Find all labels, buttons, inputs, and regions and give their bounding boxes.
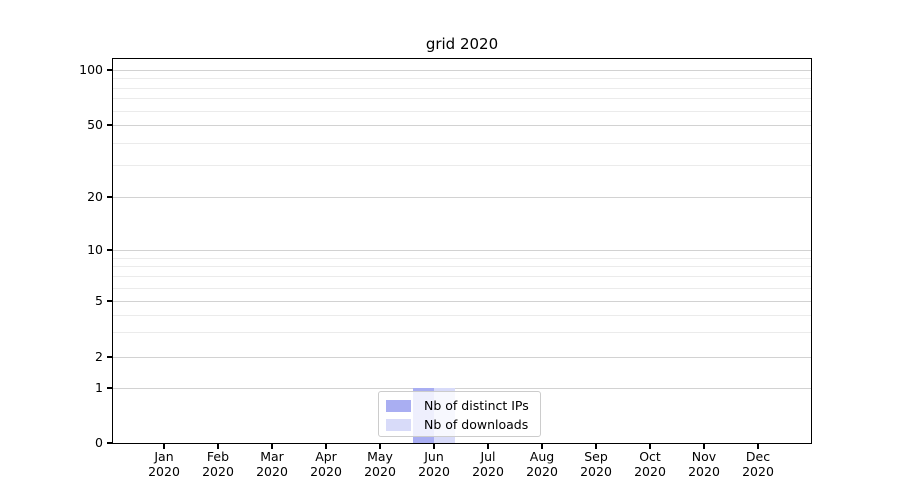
- x-tick-year: 2020: [148, 464, 180, 479]
- y-tick-label: 5: [95, 293, 103, 308]
- x-tick-year: 2020: [364, 464, 396, 479]
- legend-label-distinct-ips: Nb of distinct IPs: [424, 398, 529, 413]
- y-tick-mark: [107, 124, 113, 126]
- x-tick-mark: [487, 443, 489, 449]
- x-tick-month: Apr: [315, 449, 337, 464]
- y-major-gridline: [113, 357, 811, 358]
- y-tick-mark: [107, 387, 113, 389]
- y-tick-mark: [107, 300, 113, 302]
- y-tick-label: 20: [87, 189, 103, 204]
- y-tick-label: 10: [87, 242, 103, 257]
- y-minor-gridline: [113, 110, 811, 112]
- legend-swatch-distinct-ips: [386, 399, 411, 412]
- plot-area: [113, 59, 811, 443]
- x-tick-month: Dec: [745, 449, 771, 464]
- x-tick-mark: [757, 443, 759, 449]
- y-tick-label: 0: [95, 435, 103, 450]
- x-tick-year: 2020: [472, 464, 504, 479]
- x-tick-year: 2020: [202, 464, 234, 479]
- x-tick-label: Jan 2020: [134, 449, 194, 479]
- x-tick-label: Nov 2020: [674, 449, 734, 479]
- x-tick-month: Jun: [424, 449, 444, 464]
- x-tick-month: Aug: [529, 449, 555, 464]
- y-minor-gridline: [113, 276, 811, 278]
- y-tick-mark: [107, 442, 113, 444]
- y-tick-label: 100: [79, 62, 103, 77]
- x-tick-label: Apr 2020: [296, 449, 356, 479]
- x-tick-label: Jun 2020: [404, 449, 464, 479]
- y-tick-mark: [107, 249, 113, 251]
- y-minor-gridline: [113, 314, 811, 316]
- y-minor-gridline: [113, 257, 811, 259]
- x-tick-label: Jul 2020: [458, 449, 518, 479]
- x-tick-month: Nov: [691, 449, 717, 464]
- x-tick-label: Feb 2020: [188, 449, 248, 479]
- x-tick-mark: [541, 443, 543, 449]
- y-tick-mark: [107, 196, 113, 198]
- x-tick-month: Jul: [480, 449, 496, 464]
- x-tick-label: May 2020: [350, 449, 410, 479]
- x-tick-year: 2020: [418, 464, 450, 479]
- y-tick-label: 2: [95, 349, 103, 364]
- x-tick-month: Oct: [639, 449, 661, 464]
- x-tick-year: 2020: [688, 464, 720, 479]
- y-major-gridline: [113, 250, 811, 251]
- x-tick-label: Sep 2020: [566, 449, 626, 479]
- x-tick-year: 2020: [742, 464, 774, 479]
- legend-label-downloads: Nb of downloads: [424, 417, 529, 432]
- y-minor-gridline: [113, 98, 811, 100]
- y-minor-gridline: [113, 142, 811, 144]
- x-tick-year: 2020: [310, 464, 342, 479]
- x-tick-month: Feb: [206, 449, 230, 464]
- y-minor-gridline: [113, 266, 811, 268]
- x-tick-label: Dec 2020: [728, 449, 788, 479]
- x-tick-mark: [271, 443, 273, 449]
- y-tick-mark: [107, 69, 113, 71]
- x-tick-month: Jan: [154, 449, 174, 464]
- y-major-gridline: [113, 388, 811, 389]
- x-tick-label: Mar 2020: [242, 449, 302, 479]
- y-major-gridline: [113, 125, 811, 126]
- y-minor-gridline: [113, 87, 811, 89]
- y-minor-gridline: [113, 287, 811, 289]
- y-minor-gridline: [113, 165, 811, 167]
- x-tick-mark: [595, 443, 597, 449]
- x-tick-mark: [163, 443, 165, 449]
- x-tick-year: 2020: [580, 464, 612, 479]
- x-tick-mark: [217, 443, 219, 449]
- y-minor-gridline: [113, 78, 811, 80]
- y-tick-label: 50: [87, 117, 103, 132]
- x-tick-mark: [433, 443, 435, 449]
- legend-entry-downloads: Nb of downloads: [386, 415, 540, 434]
- y-tick-label: 1: [95, 380, 103, 395]
- x-tick-mark: [649, 443, 651, 449]
- y-minor-gridline: [113, 332, 811, 334]
- x-tick-mark: [379, 443, 381, 449]
- x-tick-year: 2020: [634, 464, 666, 479]
- y-major-gridline: [113, 197, 811, 198]
- legend-swatch-downloads: [386, 418, 411, 431]
- x-tick-mark: [703, 443, 705, 449]
- x-tick-month: May: [367, 449, 393, 464]
- x-tick-year: 2020: [526, 464, 558, 479]
- chart-title: grid 2020: [425, 35, 499, 53]
- x-tick-label: Aug 2020: [512, 449, 572, 479]
- x-tick-mark: [325, 443, 327, 449]
- x-tick-year: 2020: [256, 464, 288, 479]
- x-tick-month: Mar: [260, 449, 284, 464]
- legend: Nb of distinct IPs Nb of downloads: [378, 391, 541, 437]
- y-major-gridline: [113, 70, 811, 71]
- y-major-gridline: [113, 301, 811, 302]
- legend-entry-distinct-ips: Nb of distinct IPs: [386, 396, 540, 415]
- x-tick-month: Sep: [584, 449, 608, 464]
- x-tick-label: Oct 2020: [620, 449, 680, 479]
- y-tick-mark: [107, 356, 113, 358]
